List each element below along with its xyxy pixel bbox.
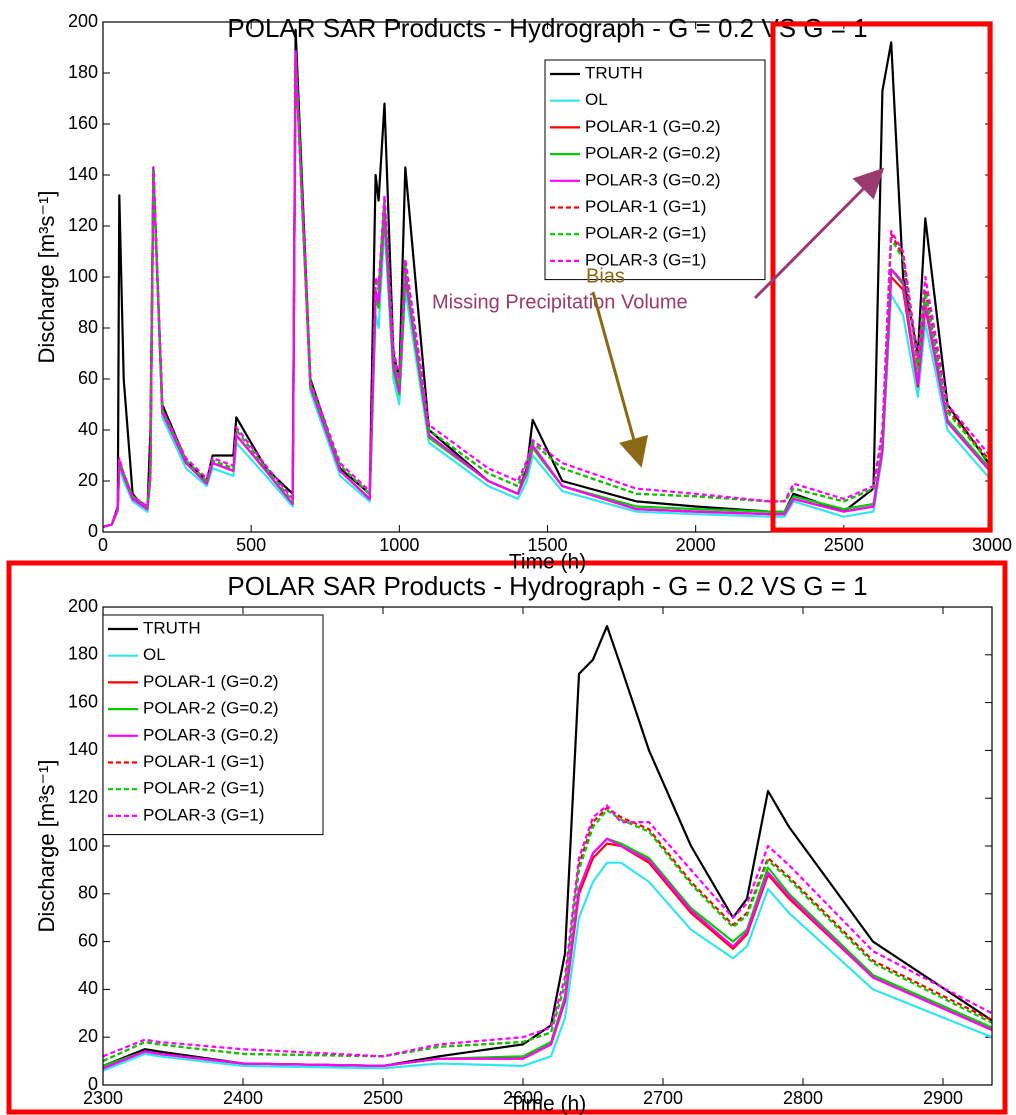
y-tick-label: 60 [78,930,98,950]
legend-label: POLAR-1 (G=1) [585,197,706,216]
legend-label: POLAR-3 (G=0.2) [143,725,279,744]
x-tick-label: 2800 [783,1088,823,1108]
legend-label: POLAR-3 (G=0.2) [585,170,721,189]
legend-label: TRUTH [143,618,201,637]
x-tick-label: 2300 [83,1088,123,1108]
series-line [103,809,992,1063]
y-tick-label: 0 [88,1074,98,1094]
legend-box [544,59,766,281]
legend-label: POLAR-1 (G=0.2) [143,672,279,691]
y-tick-label: 100 [68,266,98,286]
legend-box [102,614,324,836]
highlight-frame [6,560,1008,1115]
x-tick-label: 2600 [503,1088,543,1108]
legend-label: POLAR-2 (G=0.2) [585,144,721,163]
y-tick-label: 20 [78,470,98,490]
y-tick-label: 120 [68,787,98,807]
y-tick-label: 0 [88,521,98,541]
legend-label: OL [585,90,608,109]
x-tick-label: 3000 [972,535,1012,555]
y-tick-label: 20 [78,1026,98,1046]
annotation: Missing Precipitation Volume [432,291,688,313]
x-tick-label: 0 [98,535,108,555]
legend-label: POLAR-3 (G=1) [585,250,706,269]
legend-label: POLAR-1 (G=0.2) [585,117,721,136]
x-axis-label: Time (h) [509,1093,586,1115]
series-line [103,837,992,1070]
legend-label: POLAR-2 (G=0.2) [143,699,279,718]
x-tick-label: 2500 [824,535,864,555]
legend: TRUTH OL POLAR-1 (G=0.2) POLAR-2 (G=0.2) POL… [102,614,324,836]
y-tick-label: 80 [78,317,98,337]
x-tick-label: 2500 [363,1088,403,1108]
annotation-arrow [591,291,649,468]
x-tick-label: 2900 [923,1088,963,1108]
x-tick-label: 500 [236,535,266,555]
axes-box [102,606,993,1086]
annotation: Bias [586,265,625,287]
y-tick-label: 40 [78,419,98,439]
y-tick-label: 100 [68,835,98,855]
y-tick-label: 60 [78,368,98,388]
legend-label: POLAR-1 (G=1) [143,752,264,771]
y-tick-label: 120 [68,215,98,235]
y-tick-label: 180 [68,644,98,664]
legend: TRUTH OL POLAR-1 (G=0.2) POLAR-2 (G=0.2) POL… [544,59,766,281]
series-line [103,861,992,1072]
chart-title: POLAR SAR Products - Hydrograph - G = 0.… [227,13,867,43]
x-tick-label: 1500 [527,535,567,555]
x-tick-label: 2000 [676,535,716,555]
legend-label: POLAR-2 (G=1) [143,779,264,798]
legend-label: TRUTH [585,63,643,82]
y-tick-label: 180 [68,62,98,82]
y-tick-label: 160 [68,691,98,711]
x-tick-label: 2400 [223,1088,263,1108]
y-tick-label: 140 [68,164,98,184]
y-tick-label: 140 [68,739,98,759]
x-axis-label: Time (h) [509,551,586,574]
chart-title: POLAR SAR Products - Hydrograph - G = 0.… [227,571,867,601]
y-tick-label: 160 [68,113,98,133]
y-axis-label: Discharge [m³s⁻¹] [34,191,59,364]
legend-label: OL [143,645,166,664]
legend-label: POLAR-3 (G=1) [143,805,264,824]
y-axis-label: Discharge [m³s⁻¹] [34,760,59,933]
annotation-arrow [753,167,885,300]
x-tick-label: 1000 [379,535,419,555]
highlight-box [770,21,993,533]
y-tick-label: 200 [68,11,98,31]
legend-label: POLAR-2 (G=1) [585,224,706,243]
y-tick-label: 80 [78,883,98,903]
x-tick-label: 2700 [643,1088,683,1108]
y-tick-label: 40 [78,978,98,998]
y-tick-label: 200 [68,596,98,616]
